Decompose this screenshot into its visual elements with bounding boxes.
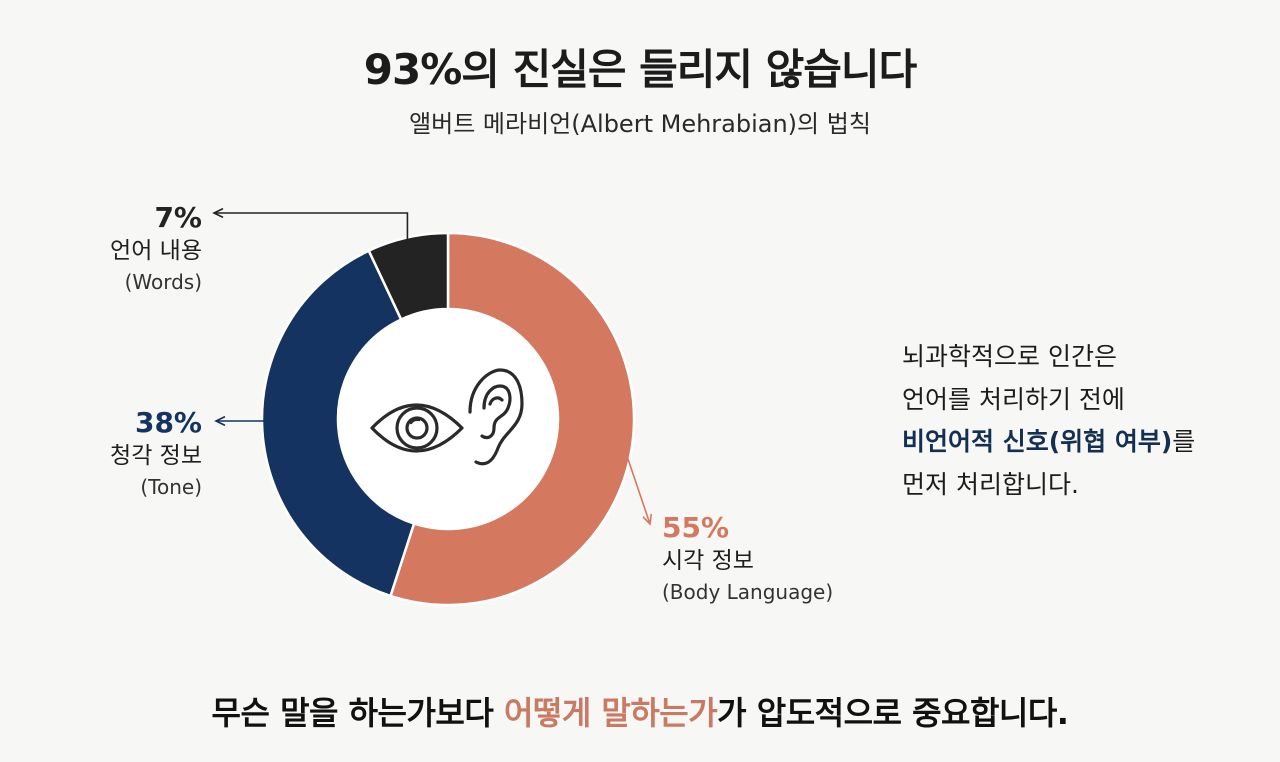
words-name: 언어 내용 — [110, 238, 202, 264]
donut-hole — [339, 310, 557, 528]
words-percent: 7% — [154, 201, 202, 234]
donut-slice-1 — [260, 249, 416, 598]
leader-words — [214, 212, 409, 244]
label-words: 7% 언어 내용 (Words) — [110, 200, 202, 295]
bottom-message: 무슨 말을 하는가보다 어떻게 말하는가가 압도적으로 중요합니다. — [0, 688, 1280, 734]
bottom-part1: 무슨 말을 하는가보다 — [211, 694, 504, 732]
body-english: (Body Language) — [662, 579, 834, 604]
body-percent: 55% — [662, 511, 730, 544]
page-subtitle: 앨버트 메라비언(Albert Mehrabian)의 법칙 — [409, 110, 871, 138]
side-note-line3: 비언어적 신호(위협 여부)를 — [902, 421, 1195, 464]
side-note-line3-rest: 를 — [1172, 427, 1196, 456]
tone-name: 청각 정보 — [110, 443, 202, 469]
side-note-line1: 뇌과학적으로 인간은 — [902, 342, 1117, 371]
side-note-line2: 언어를 처리하기 전에 — [902, 384, 1125, 414]
donut-slice-0 — [388, 231, 636, 607]
label-tone: 38% 청각 정보 (Tone) — [110, 405, 202, 500]
ear-icon — [468, 368, 524, 466]
tone-percent: 38% — [134, 406, 202, 439]
side-note: 뇌과학적으로 인간은 언어를 처리하기 전에 비언어적 신호(위협 여부)를 먼… — [902, 336, 1195, 506]
tone-english: (Tone) — [140, 474, 202, 499]
leader-body-arrowhead — [642, 513, 653, 526]
side-note-line4: 먼저 처리합니다. — [902, 469, 1079, 499]
leader-words-arrowhead — [212, 207, 224, 219]
eye-icon — [370, 403, 464, 453]
bottom-highlight: 어떻게 말하는가 — [503, 694, 718, 732]
side-note-emphasis: 비언어적 신호(위협 여부) — [902, 427, 1173, 456]
donut-slice-2 — [367, 231, 450, 322]
leader-body — [626, 457, 651, 525]
label-body-language: 55% 시각 정보 (Body Language) — [662, 510, 833, 605]
page-title: 93%의 진실은 들리지 않습니다 — [363, 45, 917, 94]
words-english: (Words) — [124, 269, 202, 294]
bottom-part2: 가 압도적으로 중요합니다. — [717, 694, 1069, 732]
body-name: 시각 정보 — [662, 548, 754, 574]
leader-tone-arrowhead — [214, 415, 226, 427]
